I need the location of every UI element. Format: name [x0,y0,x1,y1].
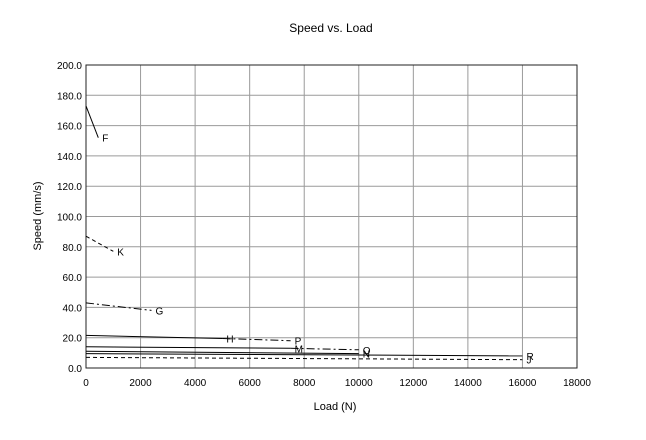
y-tick-label: 0.0 [68,364,82,375]
plot-frame [85,64,578,369]
series-line-m [85,346,291,349]
y-tick-label: 140.0 [57,152,82,163]
x-tick-label: 8000 [293,378,316,389]
x-tick-label: 4000 [184,378,207,389]
series-label-r: R [526,352,533,363]
series-label-h: H [226,334,233,345]
y-tick-labels: 0.0 20.0 40.0 60.0 80.0 100.0 120.0 140.0 160.0 1… [57,61,82,375]
x-tick-label: 2000 [129,378,152,389]
chart-title: Speed vs. Load [289,21,372,35]
y-tick-label: 100.0 [57,213,82,224]
series-labels: F K G H PM QN RJ [102,134,533,367]
x-tick-label: 14000 [454,378,482,389]
y-tick-label: 180.0 [57,91,82,102]
y-tick-label: 80.0 [63,243,83,254]
series-line-g [85,302,152,311]
series-line-p [222,338,291,342]
series-label-q: Q [363,346,371,357]
series-label-f: F [102,134,108,145]
y-tick-label: 120.0 [57,182,82,193]
series-line-q [290,347,359,351]
x-tick-label: 18000 [563,378,591,389]
series-line-k [85,235,114,252]
x-tick-label: 0 [83,378,89,389]
series-line-h [85,334,223,339]
x-tick-labels: 0 2000 4000 6000 8000 10000 12000 14000 16000 180… [83,378,591,389]
series-label-k: K [117,247,124,258]
series-line-f [85,105,99,138]
series-label-n: N [363,350,370,361]
y-axis-label: Speed (mm/s) [32,181,44,250]
y-tick-label: 40.0 [63,303,83,314]
x-tick-label: 16000 [509,378,537,389]
series-line-j [85,356,523,361]
series-lines [85,105,523,361]
grid [85,64,578,369]
y-tick-label: 200.0 [57,61,82,72]
series-line-n [85,350,359,355]
y-tick-label: 160.0 [57,122,82,133]
series-line-r [85,353,523,357]
x-tick-label: 10000 [345,378,373,389]
x-tick-label: 12000 [399,378,427,389]
y-tick-label: 60.0 [63,273,83,284]
series-label-j: J [526,356,531,367]
series-label-g: G [155,306,163,317]
series-label-p: P [295,337,302,348]
series-label-m: M [295,344,303,355]
x-axis-label: Load (N) [314,401,357,413]
x-tick-label: 6000 [239,378,262,389]
y-tick-label: 20.0 [63,334,83,345]
